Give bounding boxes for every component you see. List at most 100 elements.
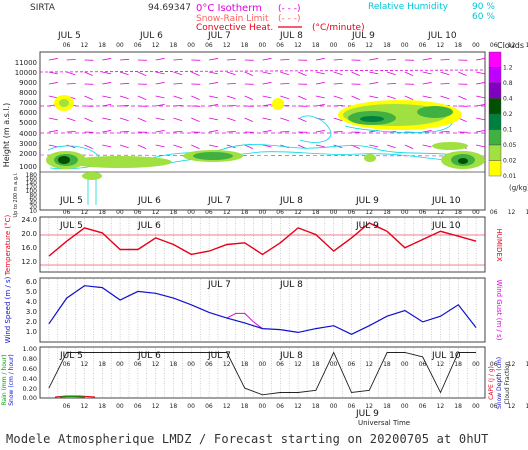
- rain-axis-title: Rain (mm / hour): [1, 354, 8, 405]
- hour-tick-label: 06: [490, 209, 498, 216]
- precip-tick-label: 0.80: [23, 355, 37, 363]
- hour-tick-label: 12: [294, 42, 302, 49]
- cloud-fraction-axis-title: Cloud Fraction: [504, 361, 511, 404]
- hour-tick-label: 06: [134, 42, 142, 49]
- wind-barb: [369, 71, 379, 75]
- hour-tick-label: 06: [63, 403, 71, 410]
- hour-tick-label: 18: [454, 403, 462, 410]
- wind-barb: [262, 117, 272, 121]
- wind-barb: [262, 82, 272, 85]
- wind-barb: [262, 144, 272, 148]
- hour-tick-label: 06: [63, 361, 71, 368]
- wind-barb: [191, 71, 200, 77]
- hour-tick-label: 06: [419, 42, 427, 49]
- hour-tick-label: 00: [330, 42, 338, 49]
- height-tick-label-low: 140: [26, 180, 38, 187]
- colorbar-swatch: [488, 129, 502, 146]
- wind-barb: [333, 58, 343, 61]
- rh-label: Relative Humidity: [368, 2, 449, 12]
- hour-tick-label: 18: [98, 209, 106, 216]
- humidity-contour: [299, 115, 332, 143]
- hour-tick-label: 00: [116, 42, 124, 49]
- hour-tick-label: 18: [454, 209, 462, 216]
- wind-barb: [66, 117, 76, 122]
- hour-tick-label: 00: [472, 42, 480, 49]
- wind-barb: [262, 130, 272, 133]
- hour-tick-label: 12: [152, 403, 160, 410]
- precip-tick-label: 1.00: [23, 345, 37, 353]
- wind-tick-label: 6.0: [26, 278, 37, 286]
- hour-tick-label: 00: [187, 42, 195, 49]
- hour-tick-label: 06: [490, 42, 498, 49]
- hour-ticks-bottom: 06 12 18 00 06 12 18 00 06 12 18 00 06 12 18 00 06 12 18 00…: [63, 403, 528, 410]
- hour-tick-label: 00: [187, 403, 195, 410]
- day-label: JUL 6: [137, 221, 161, 231]
- wind-barb: [66, 130, 76, 133]
- hour-tick-label: 18: [241, 361, 249, 368]
- hour-tick-label: 18: [241, 403, 249, 410]
- wind-barb: [173, 82, 183, 85]
- wind-barb: [173, 71, 183, 76]
- wind-barb: [48, 144, 58, 148]
- wind-barb: [280, 130, 290, 133]
- temperature-series-line: [48, 222, 477, 257]
- wind-barb: [440, 82, 450, 85]
- hour-tick-label: 18: [383, 42, 391, 49]
- day-label-top: JUL 7: [207, 31, 231, 41]
- hour-tick-label: 00: [259, 42, 267, 49]
- hour-tick-label: 12: [365, 209, 373, 216]
- wind-barb: [137, 71, 147, 77]
- colorbar-swatch: [488, 98, 502, 115]
- wind-barb: [226, 58, 236, 61]
- hour-tick-label: 06: [63, 42, 71, 49]
- hour-tick-label: 12: [508, 42, 516, 49]
- wind-barb: [422, 144, 432, 148]
- hour-tick-label: 00: [259, 209, 267, 216]
- site-code: 94.69347: [148, 3, 191, 13]
- day-label-top: JUL 6: [139, 31, 163, 41]
- wind-barb: [191, 117, 200, 123]
- wind-barb: [209, 82, 219, 85]
- wind-barb: [386, 144, 396, 149]
- wind-barb: [191, 95, 200, 101]
- height-tick-label: 2000: [19, 150, 37, 158]
- wind-barb: [84, 95, 93, 101]
- wind-barb: [120, 82, 130, 85]
- wind-barb: [440, 58, 450, 61]
- height-tick-label: 5000: [19, 119, 37, 127]
- wind-barb: [191, 144, 200, 150]
- hour-tick-label: 06: [419, 403, 427, 410]
- wind-barb: [369, 82, 379, 85]
- wind-barb: [155, 144, 165, 148]
- precip-tick-label: 0.40: [23, 375, 37, 383]
- hour-tick-label: 06: [348, 361, 356, 368]
- hour-tick-label: 12: [437, 42, 445, 49]
- hour-tick-label: 12: [81, 42, 89, 49]
- wind-barb: [440, 71, 450, 76]
- hour-tick-label: 06: [205, 361, 213, 368]
- day-label: JUL 9: [355, 221, 379, 231]
- wind-barb: [386, 95, 396, 100]
- wind-barb: [297, 117, 307, 123]
- hour-tick-label: 18: [312, 403, 320, 410]
- wind-barb: [333, 95, 343, 100]
- hour-tick-label: 06: [205, 42, 213, 49]
- hour-tick-label: 12: [365, 403, 373, 410]
- wind-tick-label: 3.0: [26, 308, 37, 316]
- wind-barb: [226, 144, 236, 149]
- day-label: JUL 7: [207, 351, 231, 361]
- wind-barb: [404, 95, 414, 101]
- wind-barb: [315, 58, 325, 61]
- wind-barb: [173, 144, 183, 149]
- colorbar-level-label: 1.2: [503, 65, 513, 72]
- forecast-footer: Modele Atmospherique LMDZ / Forecast sta…: [6, 432, 489, 446]
- wind-barb: [102, 117, 112, 121]
- precip-panel: 1.00 0.80 0.60 0.40 0.20 0.00 Rain (mm /…: [1, 345, 511, 409]
- temperature-tick-label: 20.0: [21, 230, 37, 238]
- wind-barb: [244, 144, 254, 150]
- snow-axis-title: Snow (cm / hour): [8, 354, 15, 406]
- hour-tick-label: 06: [348, 209, 356, 216]
- hour-tick-label: 00: [472, 403, 480, 410]
- hour-tick-label: 12: [294, 209, 302, 216]
- hour-tick-label: 00: [401, 361, 409, 368]
